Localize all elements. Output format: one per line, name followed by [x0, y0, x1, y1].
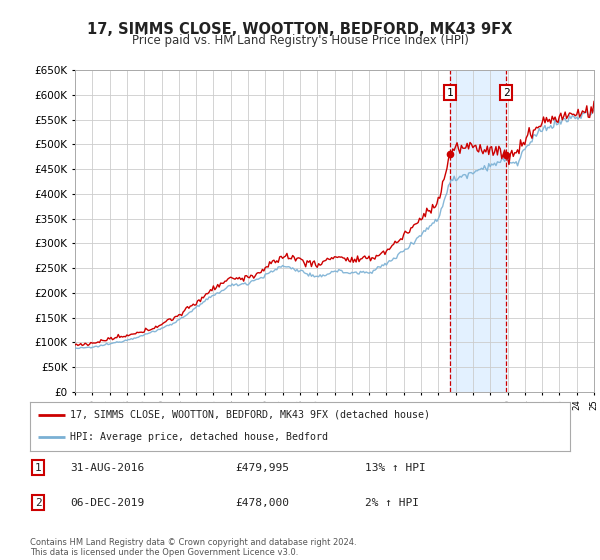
Text: 06-DEC-2019: 06-DEC-2019	[71, 498, 145, 507]
Text: 31-AUG-2016: 31-AUG-2016	[71, 463, 145, 473]
Text: 2: 2	[503, 87, 509, 97]
Text: £479,995: £479,995	[235, 463, 289, 473]
Text: 2% ↑ HPI: 2% ↑ HPI	[365, 498, 419, 507]
Text: 2: 2	[35, 498, 41, 507]
Text: £478,000: £478,000	[235, 498, 289, 507]
Text: 1: 1	[446, 87, 453, 97]
Text: Price paid vs. HM Land Registry's House Price Index (HPI): Price paid vs. HM Land Registry's House …	[131, 34, 469, 46]
Text: 17, SIMMS CLOSE, WOOTTON, BEDFORD, MK43 9FX (detached house): 17, SIMMS CLOSE, WOOTTON, BEDFORD, MK43 …	[71, 410, 431, 420]
Text: Contains HM Land Registry data © Crown copyright and database right 2024.
This d: Contains HM Land Registry data © Crown c…	[30, 538, 356, 557]
Text: 1: 1	[35, 463, 41, 473]
Text: HPI: Average price, detached house, Bedford: HPI: Average price, detached house, Bedf…	[71, 432, 329, 442]
Bar	[450, 70, 506, 392]
Text: 17, SIMMS CLOSE, WOOTTON, BEDFORD, MK43 9FX: 17, SIMMS CLOSE, WOOTTON, BEDFORD, MK43 …	[88, 22, 512, 38]
Text: 13% ↑ HPI: 13% ↑ HPI	[365, 463, 425, 473]
